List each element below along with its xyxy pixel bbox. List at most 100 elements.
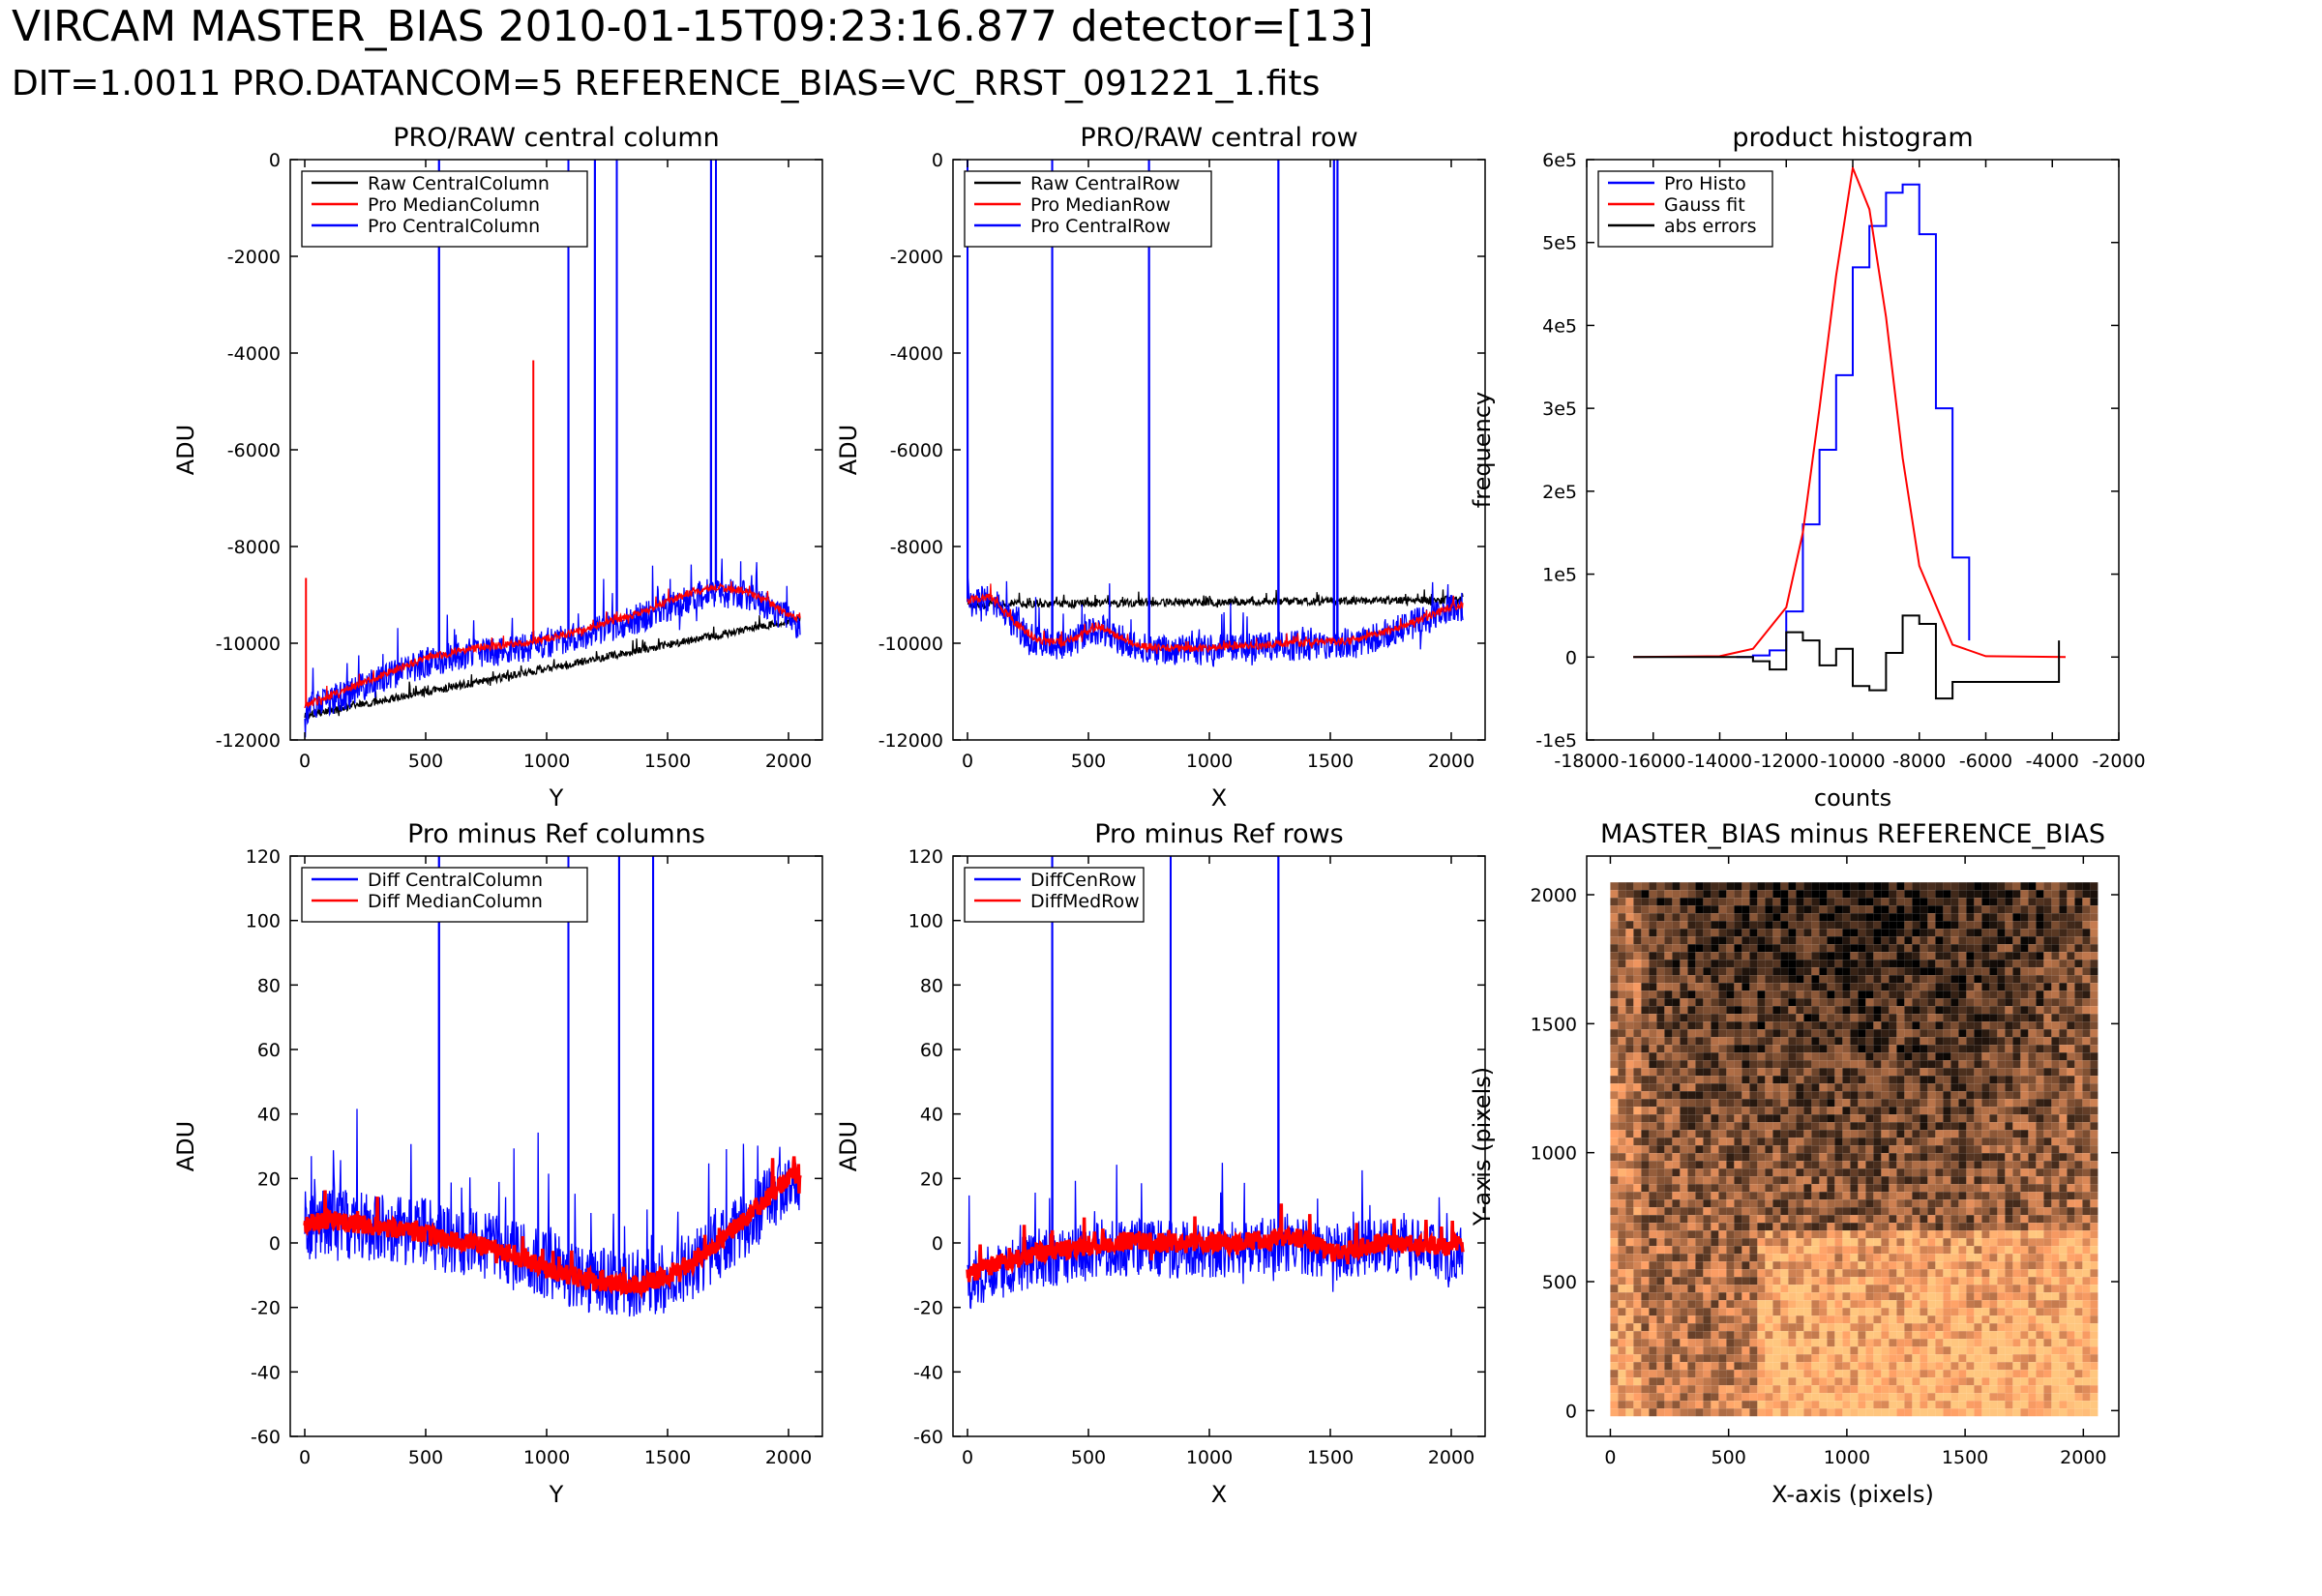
heatmap-cell [1827,1052,1835,1061]
heatmap-cell [2012,983,2021,991]
heatmap-cell [1989,1254,1998,1262]
heatmap-cell [1641,1300,1650,1309]
heatmap-cell [1625,913,1634,922]
heatmap-cell [1780,1230,1789,1239]
heatmap-cell [1687,1261,1696,1270]
heatmap-cell [1610,1138,1619,1146]
heatmap-cell [1811,936,1820,945]
heatmap-cell [1981,944,1990,953]
heatmap-cell [1780,1215,1789,1224]
heatmap-cell [1711,1277,1719,1286]
heatmap-cell [1718,1145,1727,1154]
heatmap-cell [1641,1393,1650,1402]
heatmap-cell [1625,936,1634,945]
heatmap-cell [1695,1377,1704,1386]
heatmap-cell [1912,1408,1920,1417]
heatmap-cell [1695,1184,1704,1193]
heatmap-cell [1695,921,1704,930]
heatmap-cell [1772,1130,1781,1138]
heatmap-cell [1718,1346,1727,1355]
heatmap-cell [1811,1037,1820,1046]
heatmap-cell [1780,1370,1789,1378]
heatmap-cell [1943,1168,1951,1177]
heatmap-cell [1827,1238,1835,1247]
heatmap-cell [2082,1393,2091,1402]
heatmap-cell [1974,898,1982,906]
heatmap-cell [1664,1331,1673,1340]
chart-title: MASTER_BIAS minus REFERENCE_BIAS [1600,819,2105,849]
heatmap-cell [1757,1370,1766,1378]
heatmap-cell [1687,1145,1696,1154]
heatmap-cell [1649,1184,1657,1193]
heatmap-cell [1920,1207,1928,1216]
heatmap-cell [1618,1060,1626,1069]
heatmap-cell [1935,1192,1944,1200]
heatmap-cell [1680,1393,1688,1402]
heatmap-cell [1703,944,1712,953]
heatmap-cell [1943,1285,1951,1293]
heatmap-cell [1989,1083,1998,1092]
heatmap-cell [1927,1207,1936,1216]
heatmap-cell [1935,1176,1944,1185]
heatmap-cell [1672,1138,1681,1146]
heatmap-cell [1765,890,1773,899]
heatmap-cell [1811,998,1820,1007]
heatmap-cell [1935,1261,1944,1270]
heatmap-cell [2036,1223,2044,1231]
heatmap-cell [1865,1083,1874,1092]
heatmap-cell [1618,1138,1626,1146]
heatmap-cell [1912,1223,1920,1231]
heatmap-cell [1927,1029,1936,1038]
plot-area [1633,163,2067,700]
heatmap-cell [1765,1393,1773,1402]
heatmap-cell [2090,1107,2099,1115]
heatmap-cell [1765,913,1773,922]
heatmap-cell [1943,1006,1951,1015]
heatmap-cell [1989,1285,1998,1293]
heatmap-cell [1881,1315,1890,1324]
heatmap-cell [1796,1315,1804,1324]
heatmap-cell [1711,1145,1719,1154]
heatmap-cell [1672,921,1681,930]
heatmap-cell [1772,1114,1781,1123]
heatmap-cell [1943,944,1951,953]
heatmap-cell [1780,1277,1789,1286]
heatmap-cell [1858,1408,1866,1417]
heatmap-cell [1974,944,1982,953]
heatmap-cell [1711,1161,1719,1169]
heatmap-cell [1850,1130,1859,1138]
heatmap-cell [1664,1339,1673,1347]
heatmap-cell [1974,1037,1982,1046]
heatmap-cell [1610,1207,1619,1216]
heatmap-cell [2051,1192,2060,1200]
heatmap-cell [1935,1145,1944,1154]
heatmap-cell [1881,1076,1890,1084]
heatmap-cell [1974,1323,1982,1332]
heatmap-cell [1765,1130,1773,1138]
plot-area [1610,882,2099,1417]
heatmap-cell [1865,1114,1874,1123]
heatmap-cell [1927,921,1936,930]
heatmap-cell [1718,1408,1727,1417]
heatmap-cell [2005,1122,2013,1131]
heatmap-cell [1726,1385,1735,1394]
heatmap-cell [1873,1401,1882,1409]
heatmap-cell [2043,1230,2052,1239]
heatmap-cell [1803,1045,1812,1053]
heatmap-cell [2082,1099,2091,1108]
heatmap-cell [2043,1021,2052,1030]
heatmap-cell [1997,936,2006,945]
heatmap-cell [1625,952,1634,961]
heatmap-cell [1672,1130,1681,1138]
heatmap-cell [1703,975,1712,984]
heatmap-cell [1625,1370,1634,1378]
x-axis-label: counts [1814,784,1891,812]
heatmap-cell [1742,975,1750,984]
heatmap-cell [1943,890,1951,899]
heatmap-cell [1703,1192,1712,1200]
heatmap-cell [1703,1021,1712,1030]
heatmap-cell [1788,1192,1797,1200]
heatmap-cell [1858,1199,1866,1208]
heatmap-cell [1834,1207,1843,1216]
heatmap-cell [1672,1114,1681,1123]
